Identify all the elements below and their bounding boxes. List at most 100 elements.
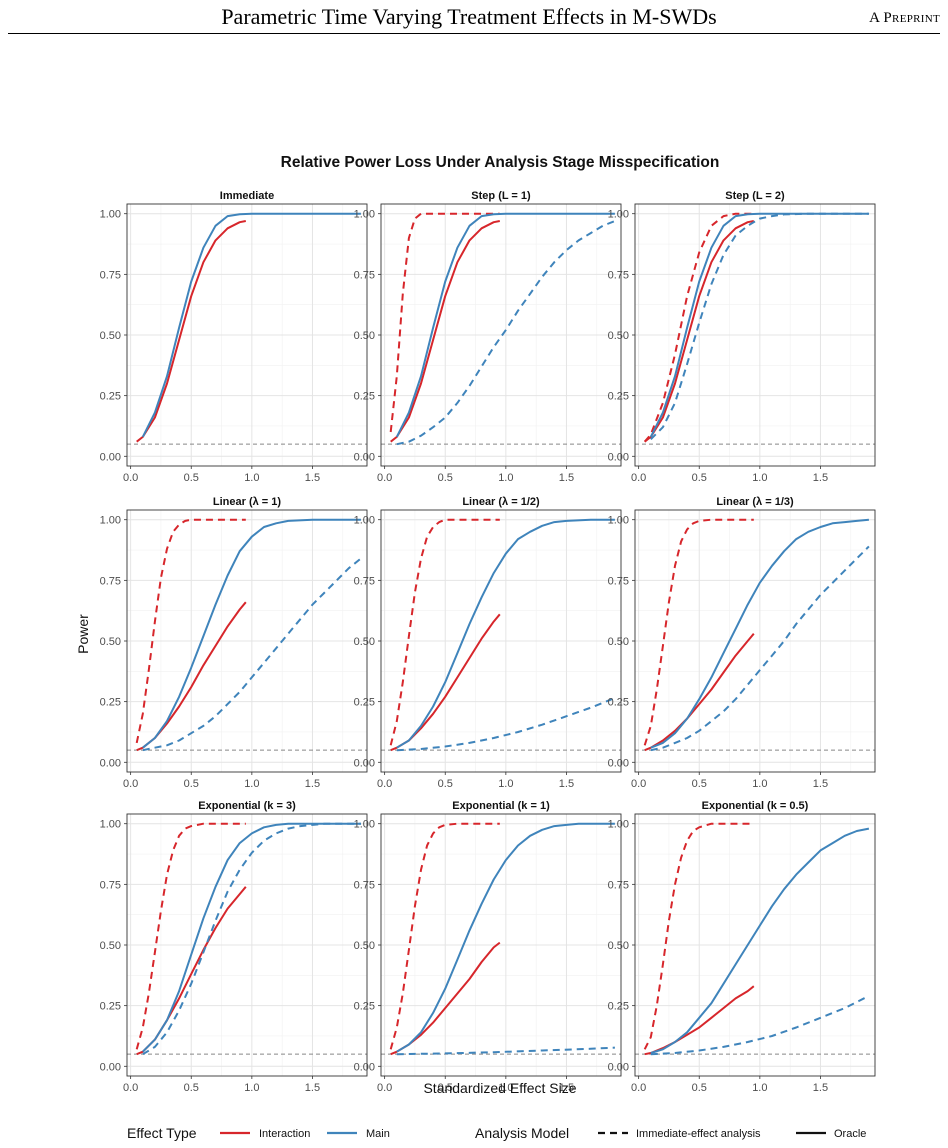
y-tick-label: 0.75 [354, 575, 375, 587]
y-tick-label: 0.75 [354, 879, 375, 891]
facet-title: Exponential (k = 0.5) [702, 800, 809, 812]
y-tick-label: 0.00 [354, 1061, 375, 1073]
y-tick-label: 0.00 [100, 451, 121, 463]
facet-panel: Step (L = 1) 0.00 0.25 0.50 0.75 1.00 0.0 0.5 1.… [354, 190, 622, 484]
y-tick-label: 0.25 [354, 391, 375, 403]
x-tick-label: 1.0 [244, 472, 259, 484]
y-tick-label: 1.00 [608, 515, 629, 527]
y-tick-label: 0.50 [100, 940, 121, 952]
x-tick-label: 0.5 [438, 1082, 453, 1094]
x-tick-label: 1.0 [752, 472, 767, 484]
x-tick-label: 0.0 [123, 1082, 138, 1094]
x-tick-label: 1.5 [305, 1082, 320, 1094]
y-tick-label: 0.00 [608, 1061, 629, 1073]
x-tick-label: 0.5 [438, 472, 453, 484]
y-tick-label: 1.00 [100, 209, 121, 221]
legend-label: Main [366, 1128, 390, 1140]
y-tick-label: 0.50 [608, 330, 629, 342]
x-tick-label: 0.0 [377, 778, 392, 790]
x-tick-label: 1.5 [559, 472, 574, 484]
y-tick-label: 0.50 [100, 636, 121, 648]
y-tick-label: 1.00 [100, 515, 121, 527]
series-line-main-oracle [142, 518, 361, 749]
series-line-interaction-immediate [389, 212, 500, 433]
y-tick-label: 0.00 [100, 757, 121, 769]
y-tick-label: 0.25 [354, 1001, 375, 1013]
x-axis-title: Standardized Effect Size [423, 1080, 576, 1096]
facet-panel: Exponential (k = 3) 0.00 0.25 0.50 0.75 1.00 0… [100, 800, 368, 1094]
x-tick-label: 0.0 [377, 472, 392, 484]
series-line-interaction-immediate [389, 822, 500, 1050]
legend-label: Interaction [259, 1128, 310, 1140]
y-tick-label: 0.25 [100, 391, 121, 403]
y-tick-label: 0.00 [608, 451, 629, 463]
y-tick-label: 0.75 [608, 269, 629, 281]
x-tick-label: 1.5 [559, 1082, 574, 1094]
y-tick-label: 0.25 [608, 391, 629, 403]
series-line-interaction-oracle [644, 633, 755, 752]
series-line-main-oracle [396, 822, 615, 1053]
y-tick-label: 1.00 [100, 819, 121, 831]
y-tick-label: 0.50 [354, 636, 375, 648]
y-axis-title: Power [75, 614, 91, 654]
y-tick-label: 1.00 [354, 209, 375, 221]
y-tick-label: 0.25 [354, 697, 375, 709]
y-tick-label: 0.25 [100, 697, 121, 709]
x-tick-label: 0.5 [184, 472, 199, 484]
facet-panel: Linear (λ = 1) 0.00 0.25 0.50 0.75 1.00 0.0 0.5… [100, 496, 368, 790]
x-tick-label: 1.5 [813, 1082, 828, 1094]
x-tick-label: 0.5 [692, 1082, 707, 1094]
y-tick-label: 0.50 [354, 330, 375, 342]
series-line-main-immediate [142, 557, 362, 752]
x-tick-label: 0.5 [184, 778, 199, 790]
series-line-main-oracle [141, 212, 361, 438]
x-tick-label: 1.5 [305, 472, 320, 484]
series-line-main-immediate [396, 220, 616, 446]
facet-title: Linear (λ = 1/2) [462, 496, 540, 508]
x-tick-label: 1.0 [498, 778, 513, 790]
y-tick-label: 0.50 [608, 940, 629, 952]
x-tick-label: 1.0 [752, 1082, 767, 1094]
series-line-interaction-immediate [643, 212, 754, 443]
y-tick-label: 0.75 [100, 269, 121, 281]
series-line-main-oracle [650, 827, 870, 1054]
facet-panel: Immediate 0.00 0.25 0.50 0.75 1.00 0.0 0.5 1.0 1.… [100, 190, 368, 484]
series-line-interaction-immediate [135, 518, 246, 744]
facet-panel: Linear (λ = 1/2) 0.00 0.25 0.50 0.75 1.00 0.0 0… [354, 496, 622, 790]
page-header: Parametric Time Varying Treatment Effect… [0, 0, 948, 34]
x-tick-label: 1.5 [305, 778, 320, 790]
facet-panel: Exponential (k = 0.5) 0.00 0.25 0.50 0.75 1.0… [608, 800, 876, 1094]
series-line-main-immediate [650, 545, 870, 752]
y-tick-label: 1.00 [608, 819, 629, 831]
series-line-interaction-oracle [136, 220, 246, 443]
x-tick-label: 1.0 [498, 472, 513, 484]
series-line-interaction-oracle [390, 220, 500, 443]
x-tick-label: 1.5 [813, 472, 828, 484]
y-tick-label: 0.25 [100, 1001, 121, 1013]
y-tick-label: 0.50 [608, 636, 629, 648]
y-tick-label: 0.25 [608, 1001, 629, 1013]
preprint-label: A Preprint [869, 10, 940, 26]
legend-title-model: Analysis Model [475, 1125, 569, 1141]
x-tick-label: 1.0 [752, 778, 767, 790]
running-title: Parametric Time Varying Treatment Effect… [221, 4, 717, 29]
x-tick-label: 1.5 [559, 778, 574, 790]
legend-title-effect: Effect Type [127, 1125, 197, 1141]
facet-title: Step (L = 2) [725, 190, 785, 202]
facet-title: Immediate [220, 190, 274, 202]
y-tick-label: 0.75 [608, 879, 629, 891]
series-line-main-immediate [396, 1046, 615, 1056]
y-tick-label: 1.00 [354, 515, 375, 527]
facet-title: Exponential (k = 3) [198, 800, 296, 812]
facet-title: Linear (λ = 1) [213, 496, 282, 508]
series-line-main-oracle [650, 518, 869, 749]
y-tick-label: 0.75 [100, 575, 121, 587]
x-tick-label: 0.0 [123, 778, 138, 790]
series-line-interaction-oracle [644, 220, 754, 443]
y-tick-label: 0.75 [100, 879, 121, 891]
series-line-main-immediate [396, 697, 616, 752]
facet-panel: Exponential (k = 1) 0.00 0.25 0.50 0.75 1.00 0… [354, 800, 622, 1094]
series-line-main-oracle [142, 822, 361, 1053]
series-line-main-oracle [395, 212, 615, 438]
x-tick-label: 1.0 [244, 1082, 259, 1094]
